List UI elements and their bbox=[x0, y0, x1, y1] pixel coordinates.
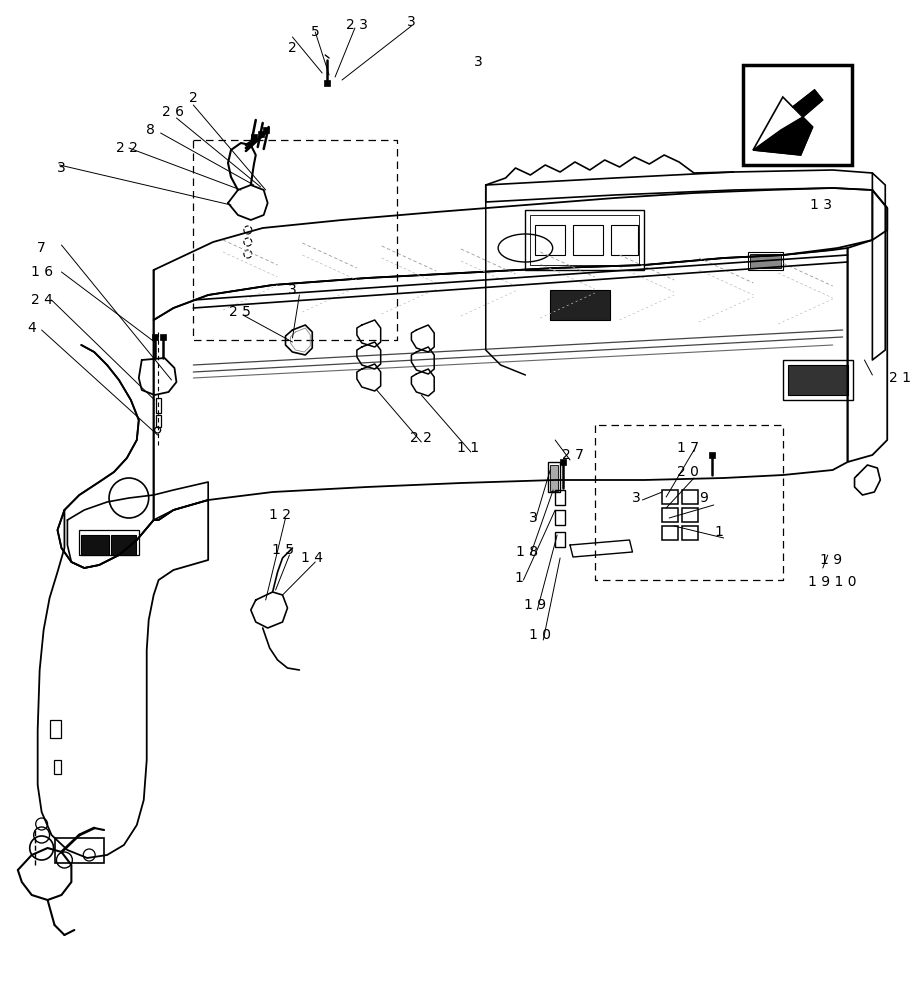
Bar bbox=[559, 459, 566, 465]
Bar bbox=[555, 532, 565, 547]
Text: 1 7: 1 7 bbox=[676, 441, 698, 455]
Text: 2 2: 2 2 bbox=[116, 141, 138, 155]
Text: 1 3: 1 3 bbox=[809, 198, 831, 212]
Bar bbox=[783, 360, 852, 400]
Text: 2 4: 2 4 bbox=[31, 293, 53, 307]
Bar bbox=[258, 131, 263, 137]
Text: 3: 3 bbox=[57, 161, 66, 175]
Bar bbox=[742, 65, 851, 165]
Text: 2 2: 2 2 bbox=[410, 431, 432, 445]
Bar bbox=[530, 215, 639, 265]
Bar bbox=[661, 508, 678, 522]
Text: 2 0: 2 0 bbox=[676, 465, 698, 479]
Text: 5: 5 bbox=[311, 25, 319, 39]
Bar bbox=[151, 334, 158, 340]
Bar bbox=[54, 760, 61, 774]
Bar bbox=[156, 415, 160, 427]
Text: 1 1: 1 1 bbox=[456, 441, 478, 455]
Bar bbox=[525, 210, 644, 270]
Polygon shape bbox=[792, 90, 822, 117]
Bar bbox=[748, 252, 783, 270]
Bar bbox=[156, 398, 160, 413]
Bar bbox=[681, 490, 697, 504]
Text: 9: 9 bbox=[699, 491, 708, 505]
Polygon shape bbox=[752, 117, 812, 155]
Bar bbox=[661, 490, 678, 504]
Text: 1 8: 1 8 bbox=[516, 545, 537, 559]
Bar bbox=[549, 290, 609, 320]
Bar bbox=[49, 720, 61, 738]
Text: 2 7: 2 7 bbox=[561, 448, 583, 462]
Text: 1 4: 1 4 bbox=[301, 551, 322, 565]
Text: 1 2: 1 2 bbox=[268, 508, 291, 522]
Text: 1 0: 1 0 bbox=[528, 628, 550, 642]
Bar bbox=[251, 134, 257, 140]
Bar bbox=[681, 508, 697, 522]
Bar bbox=[81, 535, 109, 555]
Text: 2: 2 bbox=[288, 41, 296, 55]
Text: 3: 3 bbox=[631, 491, 640, 505]
Bar bbox=[572, 225, 602, 255]
Text: 1 9: 1 9 bbox=[819, 553, 841, 567]
Text: 3: 3 bbox=[288, 283, 296, 297]
Text: 2 1: 2 1 bbox=[888, 371, 910, 385]
Text: 3: 3 bbox=[406, 15, 415, 29]
Bar bbox=[555, 510, 565, 525]
Text: 2 3: 2 3 bbox=[345, 18, 367, 32]
Bar bbox=[549, 465, 558, 491]
Text: 7: 7 bbox=[37, 241, 46, 255]
Bar bbox=[681, 526, 697, 540]
Text: 1: 1 bbox=[514, 571, 522, 585]
Text: 2: 2 bbox=[189, 91, 198, 105]
Bar bbox=[535, 225, 565, 255]
Text: 1 6: 1 6 bbox=[31, 265, 53, 279]
Text: 4: 4 bbox=[27, 321, 36, 335]
Bar bbox=[79, 530, 138, 555]
Bar bbox=[262, 127, 269, 133]
Bar bbox=[555, 490, 565, 505]
Text: 1 5: 1 5 bbox=[271, 543, 293, 557]
Text: 2 6: 2 6 bbox=[162, 105, 184, 119]
Bar bbox=[55, 838, 104, 863]
Bar bbox=[548, 462, 559, 492]
Text: 1 9: 1 9 bbox=[524, 598, 546, 612]
Bar bbox=[750, 254, 781, 268]
Text: 3: 3 bbox=[473, 55, 482, 69]
Bar bbox=[111, 535, 136, 555]
Text: 8: 8 bbox=[146, 123, 155, 137]
Bar bbox=[159, 334, 166, 340]
Bar bbox=[323, 80, 330, 86]
Text: 1: 1 bbox=[713, 525, 722, 539]
Text: 3: 3 bbox=[528, 511, 537, 525]
Bar bbox=[661, 526, 678, 540]
Text: 2 5: 2 5 bbox=[229, 305, 251, 319]
Text: 1 9 1 0: 1 9 1 0 bbox=[807, 575, 856, 589]
Bar bbox=[787, 365, 846, 395]
Bar bbox=[610, 225, 638, 255]
Bar bbox=[708, 452, 714, 458]
Polygon shape bbox=[752, 90, 822, 155]
